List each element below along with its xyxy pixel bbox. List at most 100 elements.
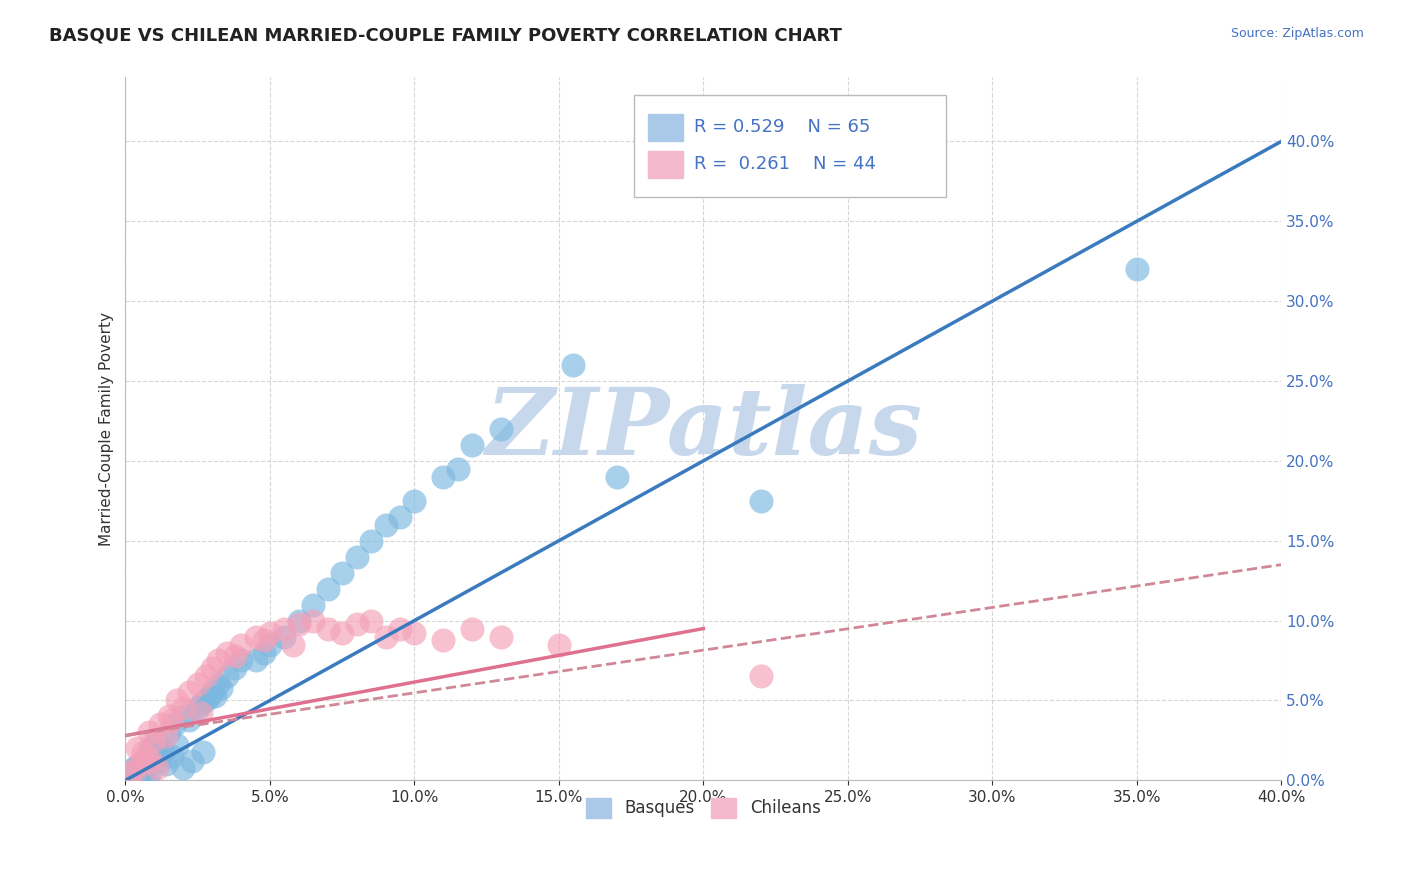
Point	[138, 767, 160, 781]
Point	[122, 765, 145, 780]
Text: ZIPatlas: ZIPatlas	[485, 384, 922, 474]
Point	[461, 438, 484, 452]
Point	[155, 729, 177, 743]
Point	[163, 717, 186, 731]
Point	[288, 614, 311, 628]
Point	[346, 549, 368, 564]
Point	[281, 638, 304, 652]
Point	[135, 749, 157, 764]
Point	[135, 754, 157, 768]
Point	[120, 765, 142, 780]
Point	[224, 661, 246, 675]
Point	[229, 638, 252, 652]
Point	[215, 646, 238, 660]
Point	[548, 638, 571, 652]
Point	[447, 462, 470, 476]
Point	[253, 632, 276, 647]
Point	[215, 669, 238, 683]
Point	[489, 630, 512, 644]
Point	[138, 757, 160, 772]
Point	[273, 630, 295, 644]
Point	[388, 509, 411, 524]
Point	[135, 770, 157, 784]
Point	[606, 470, 628, 484]
Text: Source: ZipAtlas.com: Source: ZipAtlas.com	[1230, 27, 1364, 40]
Point	[143, 733, 166, 747]
Y-axis label: Married-Couple Family Poverty: Married-Couple Family Poverty	[100, 312, 114, 546]
Point	[404, 493, 426, 508]
Point	[749, 669, 772, 683]
Point	[207, 677, 229, 691]
Point	[374, 630, 396, 644]
Point	[187, 701, 209, 715]
Point	[562, 358, 585, 372]
Point	[149, 754, 172, 768]
Point	[172, 709, 194, 723]
Legend: Basques, Chileans: Basques, Chileans	[579, 791, 827, 825]
Point	[141, 741, 163, 756]
Point	[330, 566, 353, 580]
Point	[316, 582, 339, 596]
Point	[253, 646, 276, 660]
Bar	[648, 152, 683, 178]
Bar	[648, 114, 683, 141]
Point	[749, 119, 772, 133]
Point	[360, 533, 382, 548]
Point	[122, 760, 145, 774]
Point	[461, 622, 484, 636]
Point	[146, 760, 169, 774]
Point	[201, 685, 224, 699]
Point	[374, 517, 396, 532]
Point	[245, 653, 267, 667]
Point	[132, 745, 155, 759]
Point	[749, 493, 772, 508]
Point	[141, 754, 163, 768]
Point	[149, 717, 172, 731]
Point	[125, 768, 148, 782]
Point	[143, 749, 166, 764]
Point	[302, 598, 325, 612]
Point	[122, 768, 145, 782]
Point	[132, 764, 155, 778]
Text: BASQUE VS CHILEAN MARRIED-COUPLE FAMILY POVERTY CORRELATION CHART: BASQUE VS CHILEAN MARRIED-COUPLE FAMILY …	[49, 27, 842, 45]
Point	[125, 741, 148, 756]
Point	[152, 745, 174, 759]
Point	[201, 661, 224, 675]
Point	[195, 693, 218, 707]
Point	[388, 622, 411, 636]
Point	[273, 622, 295, 636]
Point	[224, 648, 246, 663]
Point	[129, 762, 152, 776]
Point	[190, 697, 212, 711]
Point	[160, 713, 183, 727]
Point	[259, 626, 281, 640]
Point	[149, 741, 172, 756]
Point	[207, 653, 229, 667]
Point	[330, 626, 353, 640]
Point	[288, 616, 311, 631]
Point	[245, 630, 267, 644]
Point	[404, 626, 426, 640]
Point	[187, 677, 209, 691]
Point	[316, 622, 339, 636]
Point	[157, 709, 180, 723]
Point	[177, 685, 200, 699]
Point	[132, 762, 155, 776]
Point	[120, 767, 142, 781]
Point	[125, 759, 148, 773]
Point	[155, 757, 177, 772]
Point	[146, 747, 169, 762]
FancyBboxPatch shape	[634, 95, 946, 197]
Point	[177, 713, 200, 727]
Point	[432, 632, 454, 647]
Point	[166, 738, 188, 752]
Point	[166, 693, 188, 707]
Point	[160, 749, 183, 764]
Point	[181, 754, 204, 768]
Text: R =  0.261    N = 44: R = 0.261 N = 44	[695, 155, 876, 173]
Point	[209, 681, 232, 695]
Point	[432, 470, 454, 484]
Point	[138, 725, 160, 739]
Point	[146, 733, 169, 747]
Point	[229, 653, 252, 667]
